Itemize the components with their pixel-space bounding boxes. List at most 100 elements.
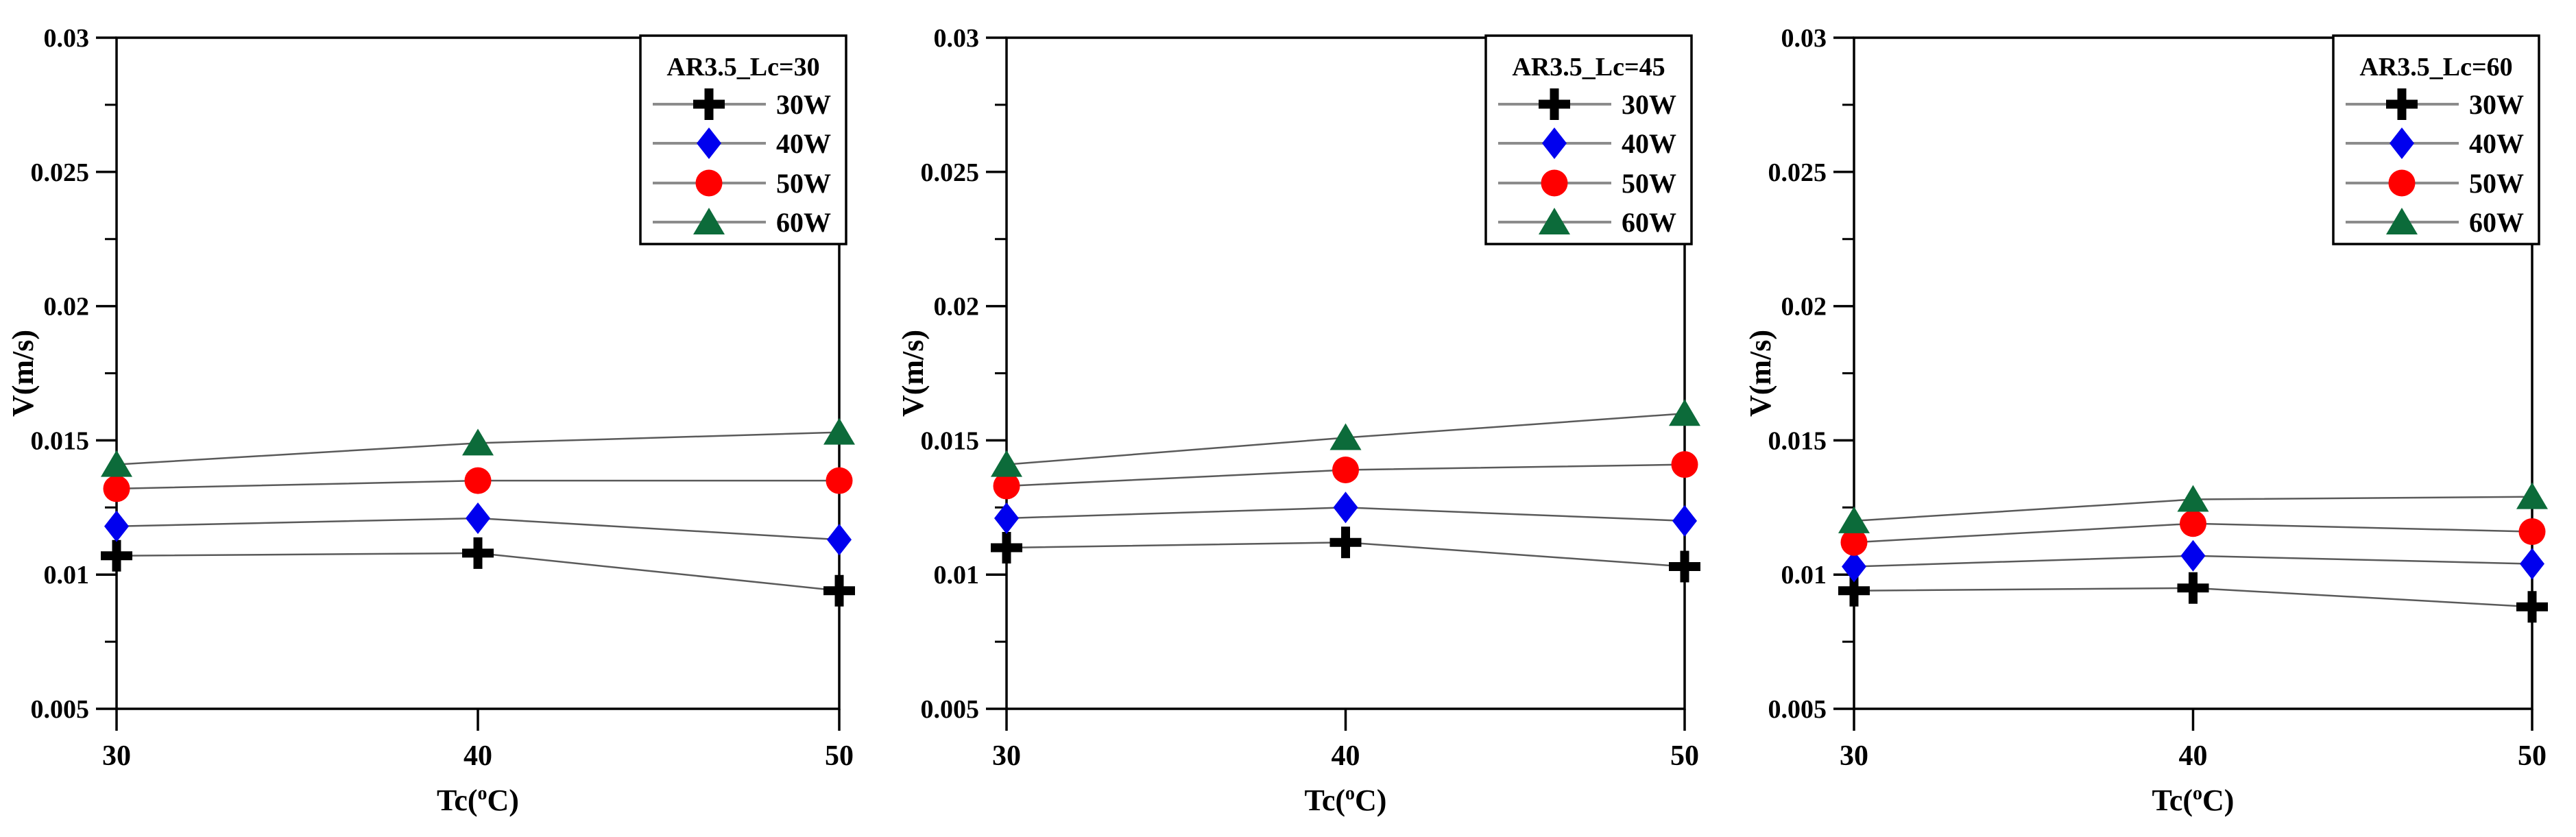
series-50w	[103, 467, 853, 502]
y-tick-label: 0.005	[31, 695, 90, 724]
x-tick-label: 40	[464, 740, 492, 772]
triangle-marker	[2516, 482, 2548, 509]
legend-label: 60W	[1622, 207, 1676, 238]
legend-triangle-marker	[693, 208, 725, 234]
series-40w	[1842, 539, 2544, 583]
y-axis-title: V(m/s)	[6, 330, 40, 417]
plus-marker	[2177, 572, 2209, 604]
diamond-marker	[2180, 539, 2206, 572]
triangle-marker	[1838, 506, 1870, 533]
y-axis-title: V(m/s)	[896, 330, 930, 417]
y-axis: 0.005 0.01 0.015 0.02 0.025 0.03	[31, 24, 117, 724]
triangle-marker	[462, 428, 494, 456]
y-tick-label: 0.03	[934, 24, 980, 53]
legend-circle-marker	[1541, 169, 1568, 197]
series-30w	[101, 537, 855, 607]
y-tick-label: 0.03	[44, 24, 90, 53]
x-tick-label: 30	[992, 740, 1021, 772]
y-axis-title: V(m/s)	[1744, 330, 1777, 417]
y-tick-label: 0.02	[44, 293, 90, 322]
diamond-marker	[1333, 492, 1358, 524]
series-60w	[1838, 482, 2548, 533]
y-tick-label: 0.02	[1781, 293, 1827, 322]
legend-label: 50W	[776, 168, 831, 199]
x-axis-title: Tc(oC)	[1305, 783, 1387, 817]
legend-triangle-marker	[2386, 208, 2418, 234]
diamond-marker	[827, 524, 852, 556]
legend-diamond-marker	[1542, 128, 1567, 159]
y-tick-label: 0.015	[921, 426, 980, 455]
legend-triangle-marker	[1539, 208, 1570, 234]
plus-marker	[462, 537, 494, 569]
diamond-marker	[466, 502, 490, 534]
y-tick-label: 0.005	[921, 695, 980, 724]
diamond-marker	[2520, 548, 2544, 580]
series-30w	[1838, 572, 2548, 623]
triangle-marker	[823, 417, 855, 445]
circle-marker	[1332, 456, 1359, 483]
circle-marker	[103, 475, 130, 502]
legend: AR3.5_Lc=30 30W 40W 50W 60W	[639, 34, 847, 245]
y-axis: 0.005 0.01 0.015 0.02 0.025 0.03	[1768, 24, 1854, 724]
y-tick-label: 0.02	[934, 293, 980, 322]
series-50w	[993, 451, 1698, 500]
plus-marker	[991, 532, 1022, 564]
circle-marker	[993, 472, 1020, 500]
diamond-marker	[1842, 550, 1866, 583]
legend-plus-marker	[2386, 88, 2418, 120]
triangle-marker	[1669, 399, 1700, 426]
legend-label: 30W	[776, 89, 831, 120]
series-50w	[1840, 510, 2546, 556]
x-axis: 30 40 50	[992, 709, 1699, 772]
series-40w	[994, 492, 1697, 537]
series-60w	[991, 399, 1700, 477]
y-tick-label: 0.025	[921, 158, 980, 187]
y-axis: 0.005 0.01 0.015 0.02 0.025 0.03	[921, 24, 1007, 724]
plus-marker	[1669, 550, 1700, 583]
legend-label: 40W	[2469, 128, 2524, 159]
triangle-marker	[1329, 423, 1362, 450]
y-tick-label: 0.01	[44, 561, 90, 590]
circle-marker	[826, 467, 853, 494]
legend-label: 30W	[1622, 89, 1676, 120]
legend-circle-marker	[695, 169, 723, 197]
series-40w	[104, 502, 852, 556]
legend-title: AR3.5_Lc=45	[1512, 53, 1665, 82]
y-tick-label: 0.01	[1781, 561, 1827, 590]
x-tick-label: 30	[1840, 740, 1868, 772]
series-30w	[991, 526, 1700, 583]
plus-marker	[1329, 526, 1362, 559]
legend-label: 60W	[2469, 207, 2524, 238]
y-tick-label: 0.015	[1768, 426, 1827, 455]
legend-box	[2332, 34, 2540, 245]
x-tick-label: 50	[2518, 740, 2547, 772]
y-tick-label: 0.005	[1768, 695, 1827, 724]
plus-marker	[101, 539, 132, 572]
legend-label: 40W	[1622, 128, 1676, 159]
x-tick-label: 50	[1670, 740, 1699, 772]
legend: AR3.5_Lc=60 30W 40W 50W 60W	[2332, 34, 2540, 245]
y-tick-label: 0.025	[1768, 158, 1827, 187]
legend: AR3.5_Lc=45 30W 40W 50W 60W	[1484, 34, 1693, 245]
legend-label: 50W	[1622, 168, 1676, 199]
plus-marker	[2516, 591, 2548, 623]
legend-diamond-marker	[2390, 128, 2414, 159]
y-tick-label: 0.015	[31, 426, 90, 455]
legend-plus-marker	[1539, 88, 1570, 120]
x-tick-label: 30	[102, 740, 131, 772]
plus-marker	[823, 574, 855, 607]
legend-label: 30W	[2469, 89, 2524, 120]
x-tick-label: 40	[2179, 740, 2208, 772]
x-tick-label: 50	[825, 740, 854, 772]
circle-marker	[2180, 510, 2206, 537]
x-axis: 30 40 50	[1840, 709, 2547, 772]
y-tick-label: 0.03	[1781, 24, 1827, 53]
diamond-marker	[1672, 505, 1697, 537]
panel-ar3-5-lc-30: 0.005 0.01 0.015 0.02 0.025 0.03 30 40 50 V(m/s) T…	[6, 24, 855, 817]
x-axis-title: Tc(oC)	[2152, 783, 2235, 817]
diamond-marker	[994, 502, 1019, 534]
series-60w	[101, 417, 855, 477]
x-axis-title: Tc(oC)	[437, 783, 519, 817]
